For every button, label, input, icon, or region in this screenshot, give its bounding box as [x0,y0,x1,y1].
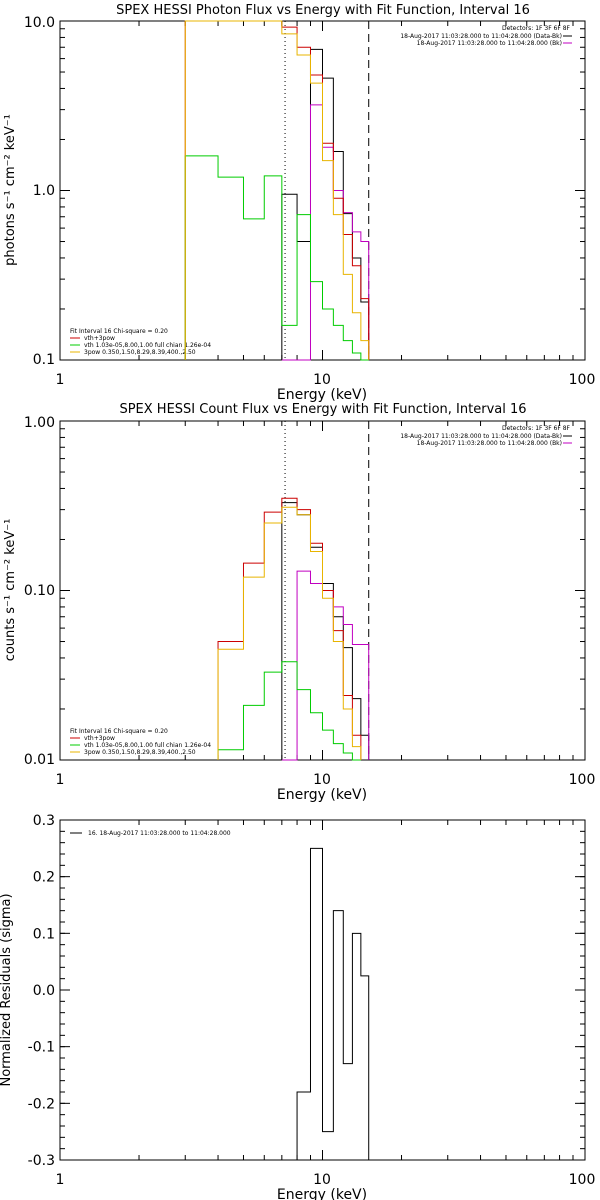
photon-legend-top-right: Detectors: 1F 3F 6F 8F 18-Aug-2017 11:03… [400,25,572,47]
panel1-series-data-bk [281,48,370,360]
residuals-y-tick-label: -0.2 [28,1096,55,1112]
photon-x-tick-10: 10 [313,372,331,388]
count-legend-vth-3pow: vth+3pow [84,735,115,742]
photon-flux-panel: SPEX HESSI Photon Flux vs Energy with Fi… [3,3,595,403]
residuals-y-tick-label: 0.3 [33,813,55,829]
count-legend-bottom-left: Fit Interval 16 Chi-square = 0.20 vth+3p… [70,728,211,756]
count-x-axis-label: Energy (keV) [277,787,367,803]
photon-chart-title: SPEX HESSI Photon Flux vs Energy with Fi… [116,3,530,18]
residuals-y-tick-label: 0.1 [33,926,55,942]
photon-legend-bottom-left: Fit Interval 16 Chi-square = 0.20 vth+3p… [70,328,211,356]
panel1-series-vth [184,155,369,361]
photon-legend-bk: 18-Aug-2017 11:03:28.000 to 11:04:28.000… [417,40,562,47]
residuals-x-ticks: 1 10 100 [56,1172,596,1188]
photon-legend-fit-interval: Fit Interval 16 Chi-square = 0.20 [70,328,168,335]
photon-legend-vth: vth 1.03e-05,8.00,1.00 full chian 1.26e-… [84,342,211,349]
photon-legend-data-bk: 18-Aug-2017 11:03:28.000 to 11:04:28.000… [400,33,562,40]
photon-x-ticks: 1 10 100 [56,372,596,388]
photon-y-axis-label: photons s⁻¹ cm⁻² keV⁻¹ [3,114,18,266]
photon-x-axis-label: Energy (keV) [277,387,367,403]
panel2-series-bk [281,570,370,761]
residuals-y-tick-label: 0.2 [33,870,55,886]
photon-y-tick-10-0: 10.0 [24,15,55,31]
count-x-tick-1: 1 [56,772,65,788]
panel2-series-vth [217,661,361,761]
photon-legend-vth-3pow: vth+3pow [84,335,115,342]
count-legend-top-right: Detectors: 1F 3F 6F 8F 18-Aug-2017 11:03… [400,425,572,447]
photon-x-tick-1: 1 [56,372,65,388]
residuals-x-axis-label: Energy (keV) [277,1187,367,1200]
residuals-y-tick-label: -0.3 [28,1153,55,1169]
residuals-legend: 16. 18-Aug-2017 11:03:28.000 to 11:04:28… [70,830,231,837]
count-series-layer [59,420,585,761]
count-y-axis-label: counts s⁻¹ cm⁻² keV⁻¹ [3,519,18,662]
residuals-y-tick-label: -0.1 [28,1040,55,1056]
panel2-series-data-bk [281,502,370,760]
count-y-tick-0-01: 0.01 [24,752,55,768]
count-legend-bk: 18-Aug-2017 11:03:28.000 to 11:04:28.000… [417,440,562,447]
count-x-tick-100: 100 [569,772,596,788]
photon-legend-detectors: Detectors: 1F 3F 6F 8F [502,25,571,32]
photon-y-tick-1-0: 1.0 [33,183,55,199]
panel1-series-3pow [184,20,370,360]
count-y-tick-0-10: 0.10 [24,583,55,599]
count-chart-title: SPEX HESSI Count Flux vs Energy with Fit… [119,402,526,417]
photon-x-tick-100: 100 [569,372,596,388]
residuals-y-tick-label: 0.0 [33,983,55,999]
residuals-panel: 1 10 100 -0.3 -0.2 -0.1 0.0 0.1 0.2 0.3 Energy… [0,813,595,1200]
count-legend-detectors: Detectors: 1F 3F 6F 8F [502,425,571,432]
residuals-y-axis-label: Normalized Residuals (sigma) [0,893,14,1086]
residuals-x-tick-100: 100 [569,1172,596,1188]
count-x-tick-10: 10 [313,772,331,788]
count-legend-fit-interval: Fit Interval 16 Chi-square = 0.20 [70,728,168,735]
residuals-x-tick-1: 1 [56,1172,65,1188]
residuals-series-layer [59,819,585,1161]
photon-series-layer [59,20,585,361]
photon-y-ticks: 0.1 1.0 10.0 [24,15,55,368]
residuals-x-tick-10: 10 [313,1172,331,1188]
panel2-series-3pow [217,506,362,760]
count-y-ticks: 0.01 0.10 1.00 [24,415,55,768]
residuals-legend-interval: 16. 18-Aug-2017 11:03:28.000 to 11:04:28… [88,830,231,837]
count-legend-vth: vth 1.03e-05,8.00,1.00 full chian 1.26e-… [84,742,211,749]
photon-legend-3pow: 3pow 0.350,1.50,8.29,8.39,400.,2.50 [84,349,196,356]
panel2-series-vth-3pow [217,497,362,760]
count-legend-data-bk: 18-Aug-2017 11:03:28.000 to 11:04:28.000… [400,433,562,440]
count-legend-3pow: 3pow 0.350,1.50,8.29,8.39,400.,2.50 [84,749,196,756]
residuals-y-ticks: -0.3 -0.2 -0.1 0.0 0.1 0.2 0.3 [28,813,55,1169]
count-y-tick-1-00: 1.00 [24,415,55,431]
panel3-series-series [281,847,370,1161]
photon-y-tick-0-1: 0.1 [33,352,55,368]
count-flux-panel: SPEX HESSI Count Flux vs Energy with Fit… [3,402,595,803]
count-x-ticks: 1 10 100 [56,772,596,788]
